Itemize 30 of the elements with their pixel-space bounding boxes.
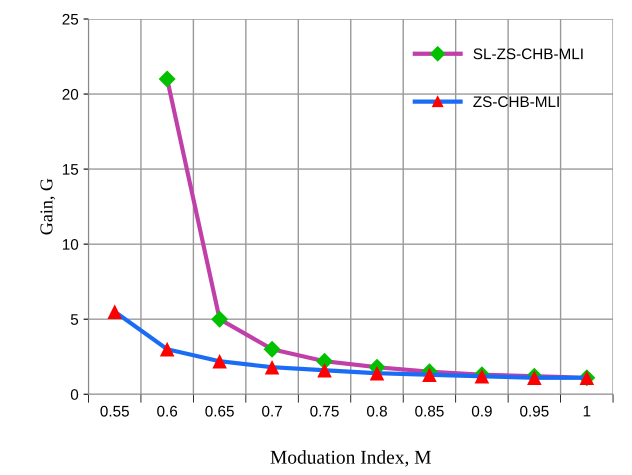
x-tick-label: 0.6 bbox=[157, 406, 178, 417]
x-tick-label: 0.65 bbox=[205, 406, 234, 417]
x-tick-label: 0.9 bbox=[472, 406, 492, 417]
x-tick-label: 0.95 bbox=[520, 406, 549, 417]
x-tick-label: 0.85 bbox=[415, 406, 444, 417]
y-tick-label: 15 bbox=[62, 164, 78, 175]
x-axis-title: Moduation Index, M bbox=[270, 450, 431, 467]
point bbox=[212, 354, 227, 369]
y-axis-title: Gain, G bbox=[40, 178, 56, 234]
x-tick-label: 0.7 bbox=[262, 406, 282, 417]
point bbox=[264, 360, 280, 375]
y-tick-label: 0 bbox=[70, 389, 78, 400]
x-tick-label: 1 bbox=[584, 406, 590, 416]
point bbox=[370, 366, 384, 381]
y-tick-label: 10 bbox=[62, 239, 78, 250]
point bbox=[160, 342, 174, 357]
x-tick-label: 0.75 bbox=[310, 406, 339, 417]
point bbox=[317, 362, 332, 378]
point bbox=[211, 310, 228, 328]
legend-label: SL-ZS-CHB-MLI bbox=[474, 48, 583, 60]
legend-label: ZS-CHB-MLI bbox=[473, 96, 559, 108]
y-tick-label: 20 bbox=[62, 88, 78, 100]
point bbox=[158, 70, 176, 88]
x-tick-label: 0.8 bbox=[366, 406, 387, 417]
point bbox=[422, 367, 437, 382]
point bbox=[107, 304, 122, 319]
point bbox=[264, 340, 281, 358]
y-tick-label: 5 bbox=[70, 314, 78, 325]
y-tick-label: 25 bbox=[62, 14, 78, 25]
x-tick-label: 0.55 bbox=[100, 406, 129, 417]
